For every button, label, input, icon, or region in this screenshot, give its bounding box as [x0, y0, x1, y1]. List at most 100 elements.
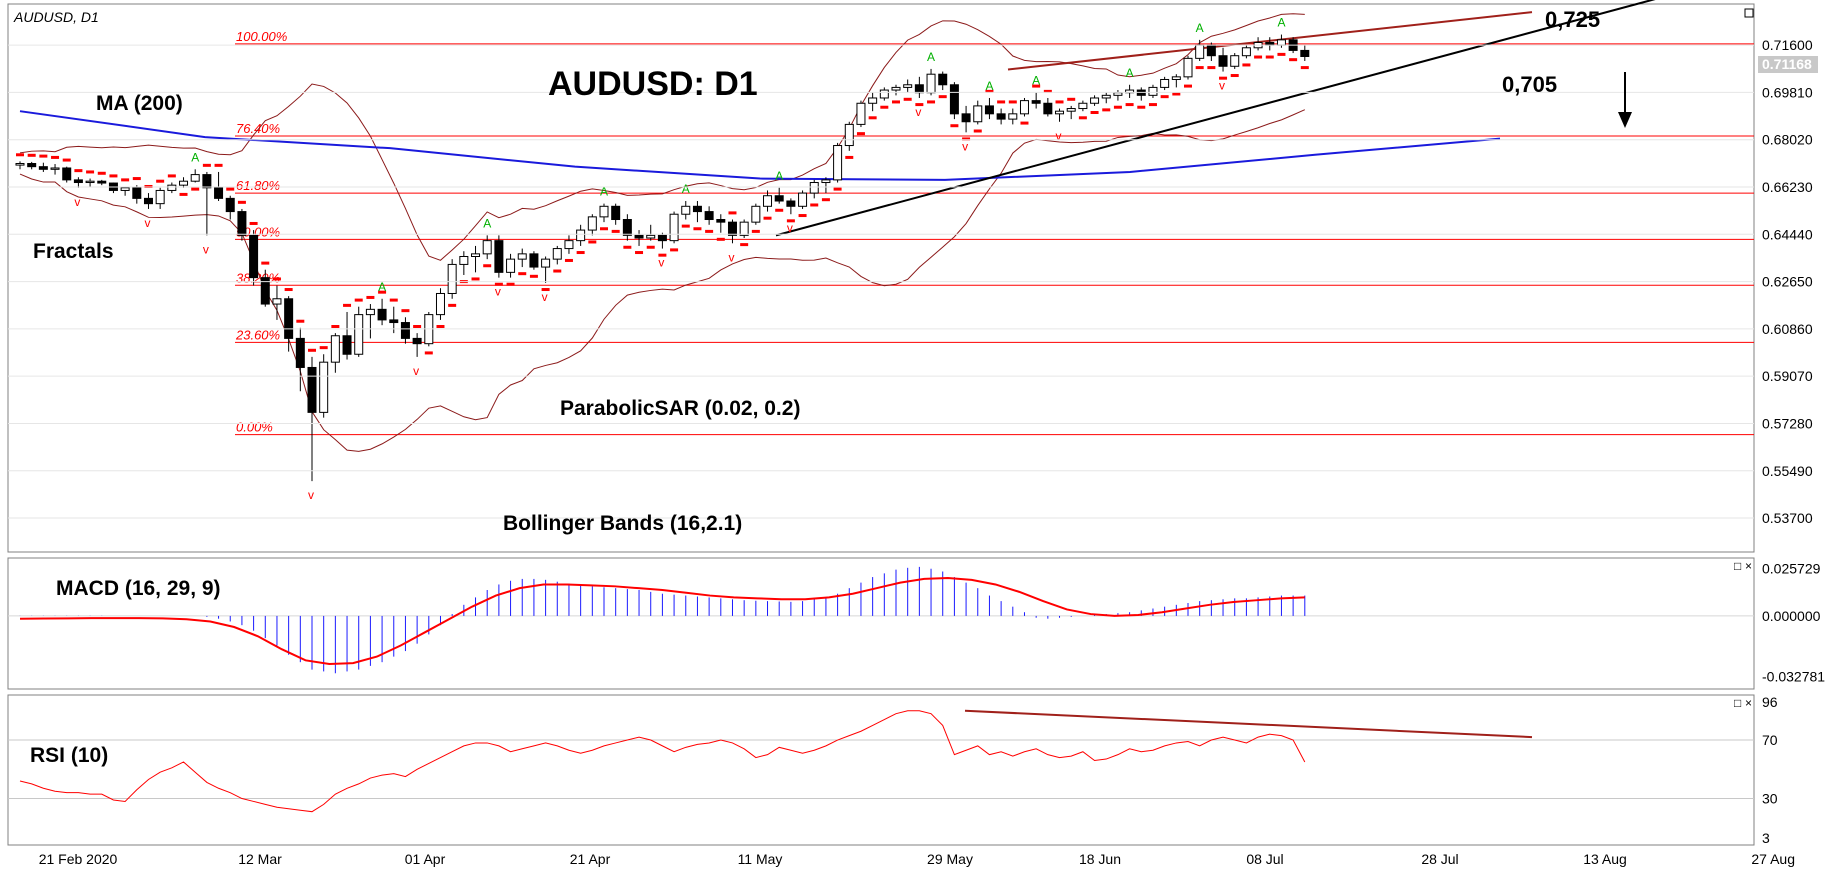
fractal-up-icon: A [378, 280, 386, 294]
candle-body [552, 248, 562, 260]
support-trendline [775, 0, 1656, 237]
fib-label: 100.00% [236, 29, 287, 44]
candle-body [1101, 94, 1111, 99]
candle-body [973, 105, 983, 123]
candle-body [646, 234, 656, 239]
candle-body [155, 189, 165, 205]
candle-body [833, 145, 843, 181]
candle-body [1241, 47, 1251, 57]
candle-body [1195, 44, 1205, 59]
candle-body [949, 84, 959, 115]
macd-panel [7, 557, 1755, 690]
fractal-down-icon: v [308, 488, 314, 502]
price-tick-label: 0.69810 [1762, 84, 1813, 100]
candle-body [1171, 76, 1181, 80]
candle-body [459, 255, 469, 265]
arrow-down-icon [1618, 72, 1632, 128]
candle-body [529, 253, 539, 268]
candle-body [319, 361, 329, 413]
candle-body [879, 89, 889, 99]
candle-body [27, 162, 37, 168]
candle-body [786, 200, 796, 207]
fractal-up-icon: A [600, 185, 608, 199]
fib-label: 50.00% [236, 224, 280, 239]
macd-signal-line [19, 576, 1305, 666]
candle-body [926, 73, 936, 94]
candle-body [435, 292, 445, 316]
fractals: v v Av v Av Av v Av Av Av v Av A Av A Av A [74, 16, 1285, 502]
price-axis: 0.71600 0.69810 0.68020 0.66230 0.64440 0.626… [8, 37, 1813, 526]
fractal-down-icon: v [915, 105, 921, 119]
candle-body [692, 205, 702, 213]
candle-body [517, 253, 527, 260]
fractal-down-icon: v [203, 242, 209, 256]
candle-body [97, 180, 107, 184]
candle-body [763, 195, 773, 207]
price-tag-text: 0.71168 [1762, 56, 1812, 72]
candle-body [143, 197, 153, 205]
fractal-up-icon: A [1277, 16, 1285, 30]
fractal-up-icon: A [1126, 66, 1134, 80]
rsi-close-icon[interactable]: × [1745, 696, 1752, 710]
candle-body [1078, 102, 1088, 110]
fractal-up-icon: A [985, 79, 993, 93]
fractal-down-icon: v [1219, 79, 1225, 93]
candle-body [751, 205, 761, 223]
ma200-line [19, 110, 1501, 181]
time-axis: 21 Feb 2020 12 Mar 01 Apr 21 Apr 11 May 29 Ma… [39, 851, 1795, 867]
candle-body [1055, 110, 1065, 115]
candle-body [38, 166, 48, 170]
bollinger-label: Bollinger Bands (16,2.1) [503, 512, 742, 535]
price-tick-label: 0.57280 [1762, 415, 1813, 431]
candle-body [1230, 55, 1240, 67]
candle-body [307, 366, 317, 413]
rsi-divergence-line [964, 709, 1533, 739]
candle-body [657, 234, 667, 242]
fractal-up-icon: A [191, 150, 199, 164]
candle-body [120, 187, 130, 191]
chart-title: AUDUSD: D1 [548, 65, 758, 103]
price-tag [1758, 56, 1818, 73]
time-tick-label: 08 Jul [1246, 851, 1283, 867]
candle-body [634, 234, 644, 239]
macd-restore-icon[interactable]: □ [1734, 559, 1741, 573]
fractal-up-icon: A [927, 50, 935, 64]
candle-body [891, 86, 901, 91]
candle-body [903, 84, 913, 88]
candle-body [190, 174, 200, 182]
candle-body [622, 219, 632, 236]
candle-body [202, 174, 212, 189]
ma-label: MA (200) [96, 92, 183, 115]
rsi-restore-icon[interactable]: □ [1734, 696, 1741, 710]
candle-body [50, 167, 60, 170]
fractal-down-icon: v [144, 216, 150, 230]
fractal-down-icon: v [542, 290, 548, 304]
rsi-tick-label: 3 [1762, 830, 1770, 846]
candle-body [576, 229, 586, 242]
candle-body [774, 195, 784, 202]
fib-label: 23.60% [235, 327, 280, 342]
candle-body [844, 123, 854, 147]
price-tick-label: 0.68020 [1762, 132, 1813, 148]
fibonacci-levels: 100.00%76.40%61.80%50.00%38.20%23.60%0.0… [235, 29, 1754, 436]
candle-body [132, 187, 142, 199]
price-tick-label: 0.62650 [1762, 274, 1813, 290]
candle-body [412, 337, 422, 345]
window-control-icon[interactable] [1744, 8, 1754, 18]
candle-body [1300, 49, 1310, 57]
candle-body [1276, 39, 1286, 46]
candle-body [284, 298, 294, 339]
macd-close-icon[interactable]: × [1745, 559, 1752, 573]
candle-body [1008, 113, 1018, 120]
candle-body [996, 113, 1006, 120]
candle-body [249, 234, 259, 279]
fib-label: 76.40% [236, 121, 280, 136]
fractal-down-icon: v [74, 195, 80, 209]
time-tick-label: 18 Jun [1079, 851, 1121, 867]
fib-label: 0.00% [236, 420, 273, 435]
candle-body [704, 211, 714, 221]
parabolic-label: ParabolicSAR (0.02, 0.2) [560, 397, 800, 420]
rsi-label: RSI (10) [30, 744, 108, 767]
candle-body [716, 219, 726, 223]
